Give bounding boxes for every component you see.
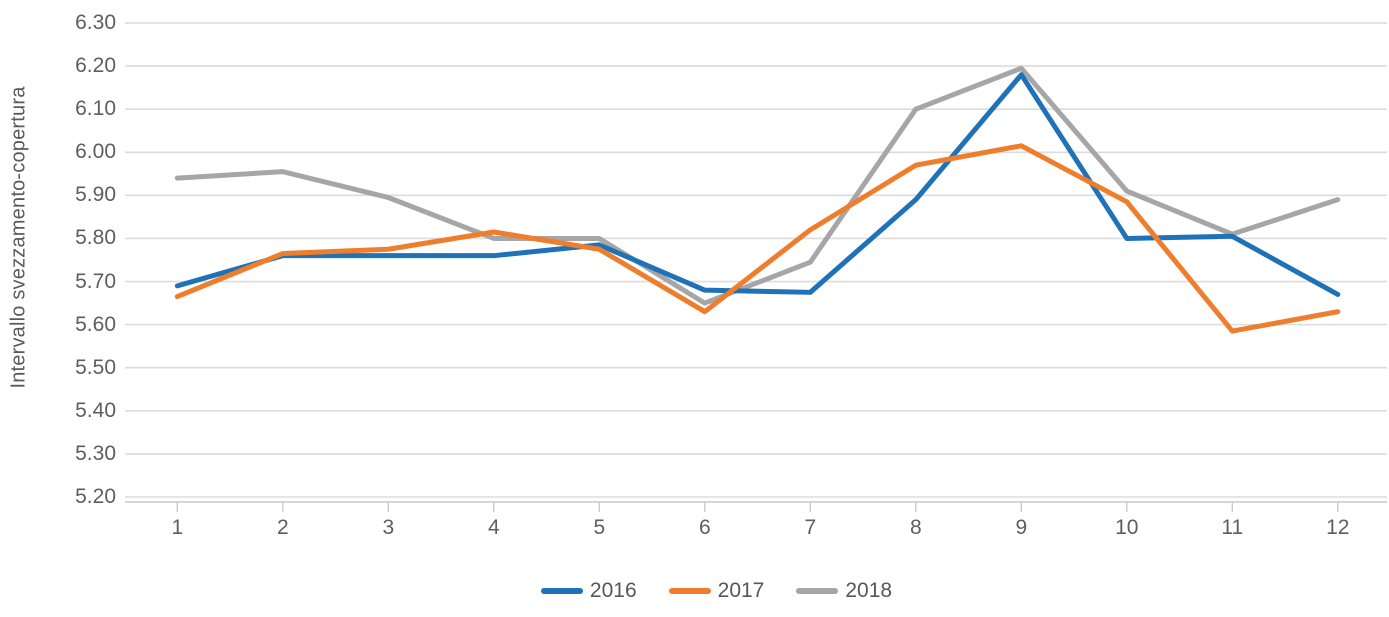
legend-label-2018: 2018 <box>845 579 893 602</box>
legend-label-2017: 2017 <box>717 579 765 602</box>
y-tick-label: 5.30 <box>75 441 116 465</box>
x-tick-label: 4 <box>487 516 500 539</box>
x-tick-label: 3 <box>382 516 395 539</box>
x-tick-label: 6 <box>698 516 711 539</box>
legend-item-2016: 2016 <box>540 579 637 603</box>
y-tick-label: 6.20 <box>75 54 116 78</box>
legend-swatch-2017 <box>668 588 711 594</box>
x-tick-label: 8 <box>909 516 922 539</box>
y-tick-label: 5.60 <box>75 312 116 336</box>
x-tick-label: 11 <box>1221 516 1244 539</box>
series-line-2016 <box>174 72 1341 297</box>
legend-item-2018: 2018 <box>796 579 892 603</box>
x-tick-label: 1 <box>171 516 184 539</box>
legend: 2016 2017 2018 <box>22 579 1389 603</box>
series-line-2018 <box>174 65 1341 306</box>
y-tick-label: 5.90 <box>75 183 116 207</box>
x-tick-label: 5 <box>593 516 606 539</box>
x-tick-label: 12 <box>1326 516 1350 539</box>
x-tick-label: 7 <box>804 516 817 539</box>
legend-item-2017: 2017 <box>668 579 765 603</box>
legend-swatch-2016 <box>540 588 583 594</box>
legend-label-2016: 2016 <box>589 579 637 602</box>
x-tick-label: 10 <box>1115 516 1139 539</box>
legend-swatch-2018 <box>796 588 839 594</box>
x-tick-label: 2 <box>276 516 289 539</box>
x-tick-label: 9 <box>1015 516 1028 539</box>
series-line-2017 <box>174 143 1341 334</box>
y-tick-label: 5.40 <box>75 398 116 422</box>
y-tick-label: 5.70 <box>75 269 116 293</box>
y-tick-label: 5.80 <box>75 226 116 250</box>
y-tick-label: 5.50 <box>75 355 116 379</box>
y-tick-label: 5.20 <box>75 484 116 508</box>
y-tick-label: 6.30 <box>75 11 116 34</box>
y-tick-label: 6.10 <box>75 97 116 121</box>
y-axis-title: Intervallo svezzamento-copertura <box>7 86 30 389</box>
y-tick-label: 6.00 <box>75 140 116 164</box>
